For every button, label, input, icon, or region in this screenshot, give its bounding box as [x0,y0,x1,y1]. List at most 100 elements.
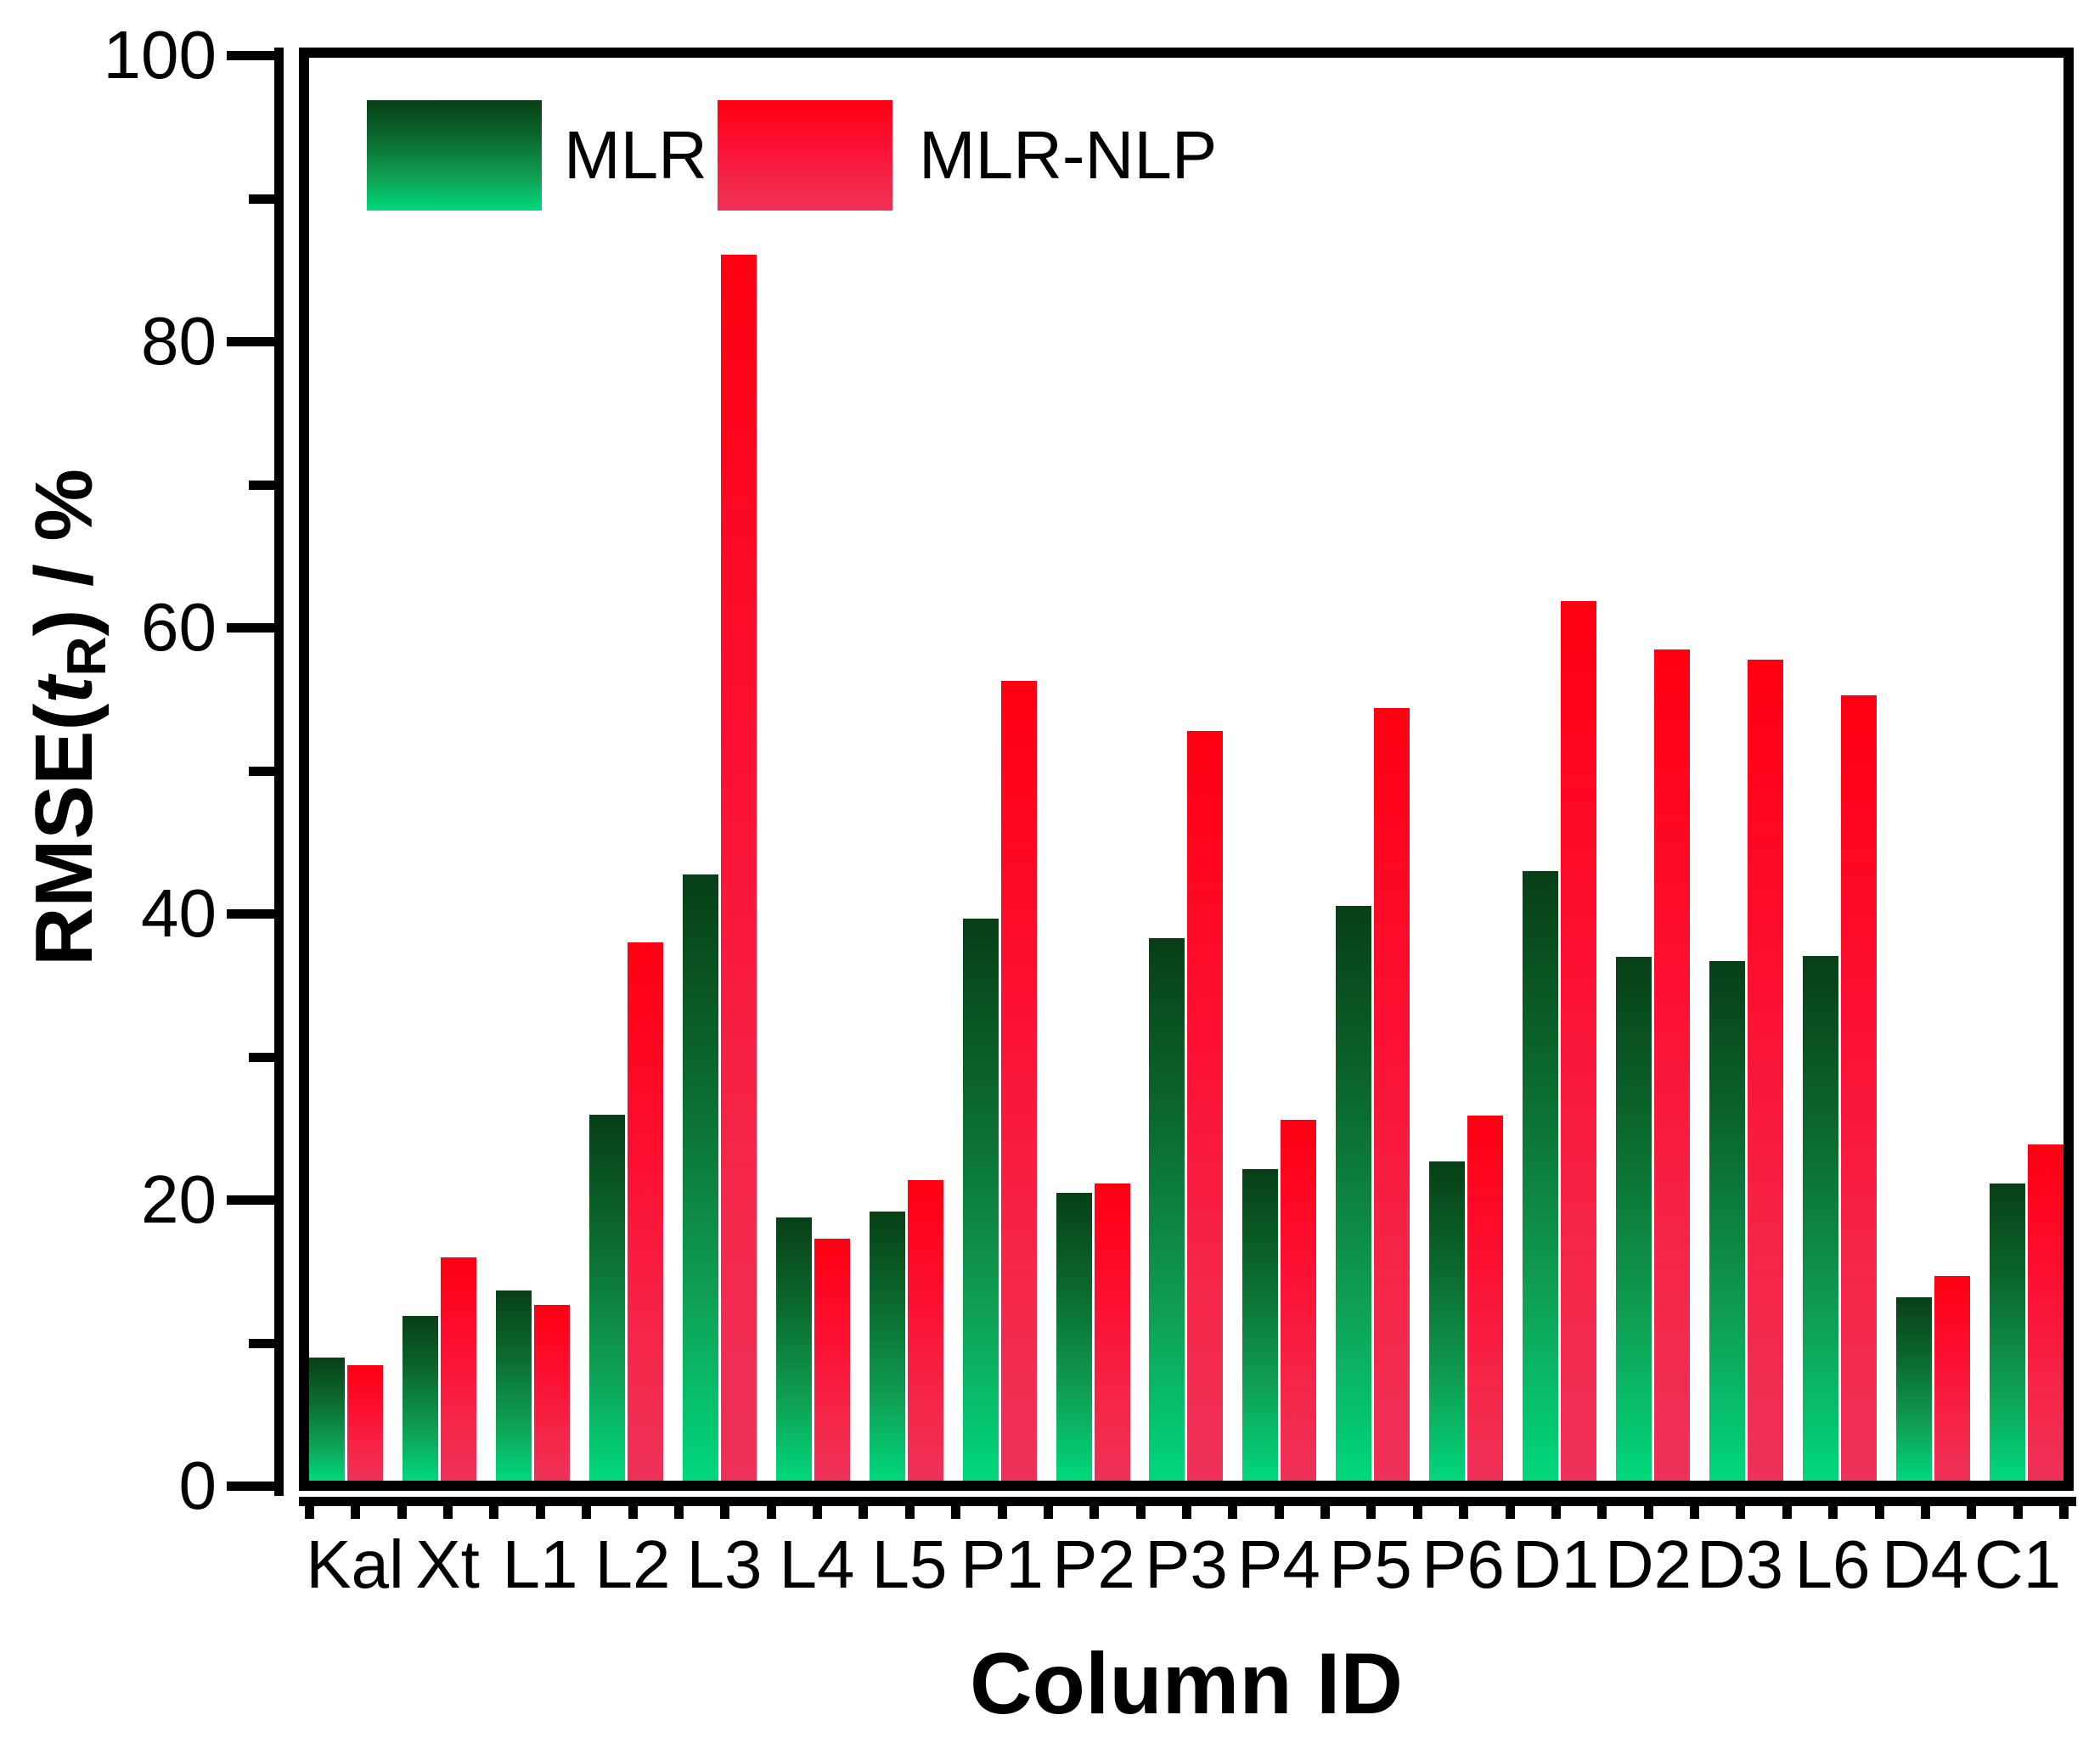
x-tick-label-d3: D3 [1696,1527,1784,1602]
y-major-tick [227,1195,274,1205]
bar-mlr-l4 [775,1217,812,1481]
x-tick-label-p4: P4 [1237,1527,1320,1602]
y-tick-label: 40 [141,875,217,951]
x-tick-label-d1: D1 [1512,1527,1600,1602]
bar-group-d1 [1523,601,1597,1481]
x-tick-label-c1: C1 [1973,1527,2062,1602]
bar-mlr-nlp-l1 [533,1305,570,1481]
bar-group-p2 [1056,1184,1130,1481]
bar-mlr-p1 [962,919,999,1481]
bar-mlr-l5 [869,1212,905,1481]
legend-label-mlr-nlp: MLR-NLP [919,117,1218,193]
y-tick-label: 60 [141,589,217,665]
x-axis-tick [1275,1497,1284,1519]
bar-mlr-d3 [1709,961,1746,1481]
bar-mlr-p5 [1336,906,1372,1481]
x-tick-label-l1: L1 [502,1527,578,1602]
x-axis-tick [1044,1497,1053,1519]
bar-group-p6 [1429,1116,1504,1481]
x-tick-label-l3: L3 [686,1527,763,1602]
x-axis-tick [1921,1497,1930,1519]
x-axis-tick [674,1497,684,1519]
x-axis-tick [1967,1497,1976,1519]
bar-mlr-nlp-p3 [1187,731,1224,1481]
bar-group-d4 [1895,1276,1970,1481]
x-tick-label-l6: L6 [1794,1527,1871,1602]
bar-mlr-d2 [1616,957,1652,1481]
bar-mlr-kal [309,1358,345,1481]
bar-mlr-nlp-d2 [1654,649,1691,1481]
y-tick-label: 20 [141,1161,217,1237]
x-axis-tick [1782,1497,1792,1519]
bar-mlr-nlp-p4 [1281,1120,1317,1481]
bar-mlr-l6 [1803,956,1838,1481]
x-axis-tick [720,1497,729,1519]
x-tick-label-d2: D2 [1604,1527,1692,1602]
y-minor-tick [249,1338,274,1348]
y-major-tick [227,1482,274,1491]
x-axis-tick [1182,1497,1191,1519]
x-axis-tick [1736,1497,1745,1519]
y-tick-label: 100 [103,17,217,93]
bar-mlr-nlp-d3 [1748,660,1784,1481]
bar-mlr-l2 [588,1115,625,1481]
x-axis-tick [536,1497,545,1519]
bar-mlr-p2 [1056,1193,1092,1481]
y-minor-tick [249,1052,274,1062]
y-axis-title-variable: t [18,676,110,704]
x-tick-label-kal: Kal [306,1527,404,1602]
x-tick-label-d4: D4 [1881,1527,1969,1602]
x-axis-tick [905,1497,915,1519]
x-axis-tick [1551,1497,1561,1519]
x-tick-label-l5: L5 [871,1527,948,1602]
x-axis-tick [1413,1497,1422,1519]
x-axis-tick [1320,1497,1330,1519]
y-major-tick [227,337,274,346]
y-major-tick [227,623,274,633]
bar-mlr-nlp-kal [347,1365,383,1481]
bar-mlr-nlp-l2 [627,942,663,1481]
x-axis-tick [2013,1497,2023,1519]
x-axis-tick [1597,1497,1607,1519]
y-minor-tick [249,480,274,490]
x-axis-tick [2059,1497,2069,1519]
y-major-tick [227,51,274,60]
bar-mlr-nlp-l6 [1841,695,1877,1481]
bar-mlr-nlp-c1 [2027,1144,2063,1481]
legend-swatch-mlr [367,100,542,211]
bar-group-xt [402,1257,476,1481]
bar-group-p5 [1336,708,1410,1481]
x-tick-label-xt: Xt [415,1527,480,1602]
bar-group-l2 [588,942,663,1481]
bar-mlr-nlp-d4 [1934,1276,1970,1481]
bar-mlr-p4 [1242,1169,1279,1481]
x-axis-tick [489,1497,498,1519]
x-axis-tick [1089,1497,1099,1519]
x-axis-tick [813,1497,822,1519]
x-axis-tick [397,1497,407,1519]
bar-mlr-l1 [495,1290,532,1481]
bar-mlr-d1 [1523,871,1559,1481]
bar-group-l3 [682,255,757,1481]
bar-mlr-nlp-l3 [720,255,757,1481]
x-axis-tick [1366,1497,1376,1519]
x-axis-tick [859,1497,868,1519]
y-tick-label: 0 [178,1448,217,1523]
legend-swatch-mlr-nlp [718,100,892,211]
bar-group-kal [309,1358,383,1481]
x-axis-tick [1828,1497,1838,1519]
bar-mlr-nlp-xt [440,1257,476,1481]
x-axis-tick [443,1497,453,1519]
x-axis-tick [1506,1497,1515,1519]
x-axis-tick [1136,1497,1146,1519]
x-tick-label-p3: P3 [1145,1527,1228,1602]
x-axis-tick [351,1497,360,1519]
x-axis-tick [582,1497,591,1519]
x-axis-tick [767,1497,776,1519]
bar-mlr-nlp-p6 [1467,1116,1504,1481]
bar-mlr-d4 [1895,1297,1932,1481]
x-axis-tick [305,1497,314,1519]
x-axis-tick [628,1497,638,1519]
x-tick-label-l2: L2 [594,1527,671,1602]
